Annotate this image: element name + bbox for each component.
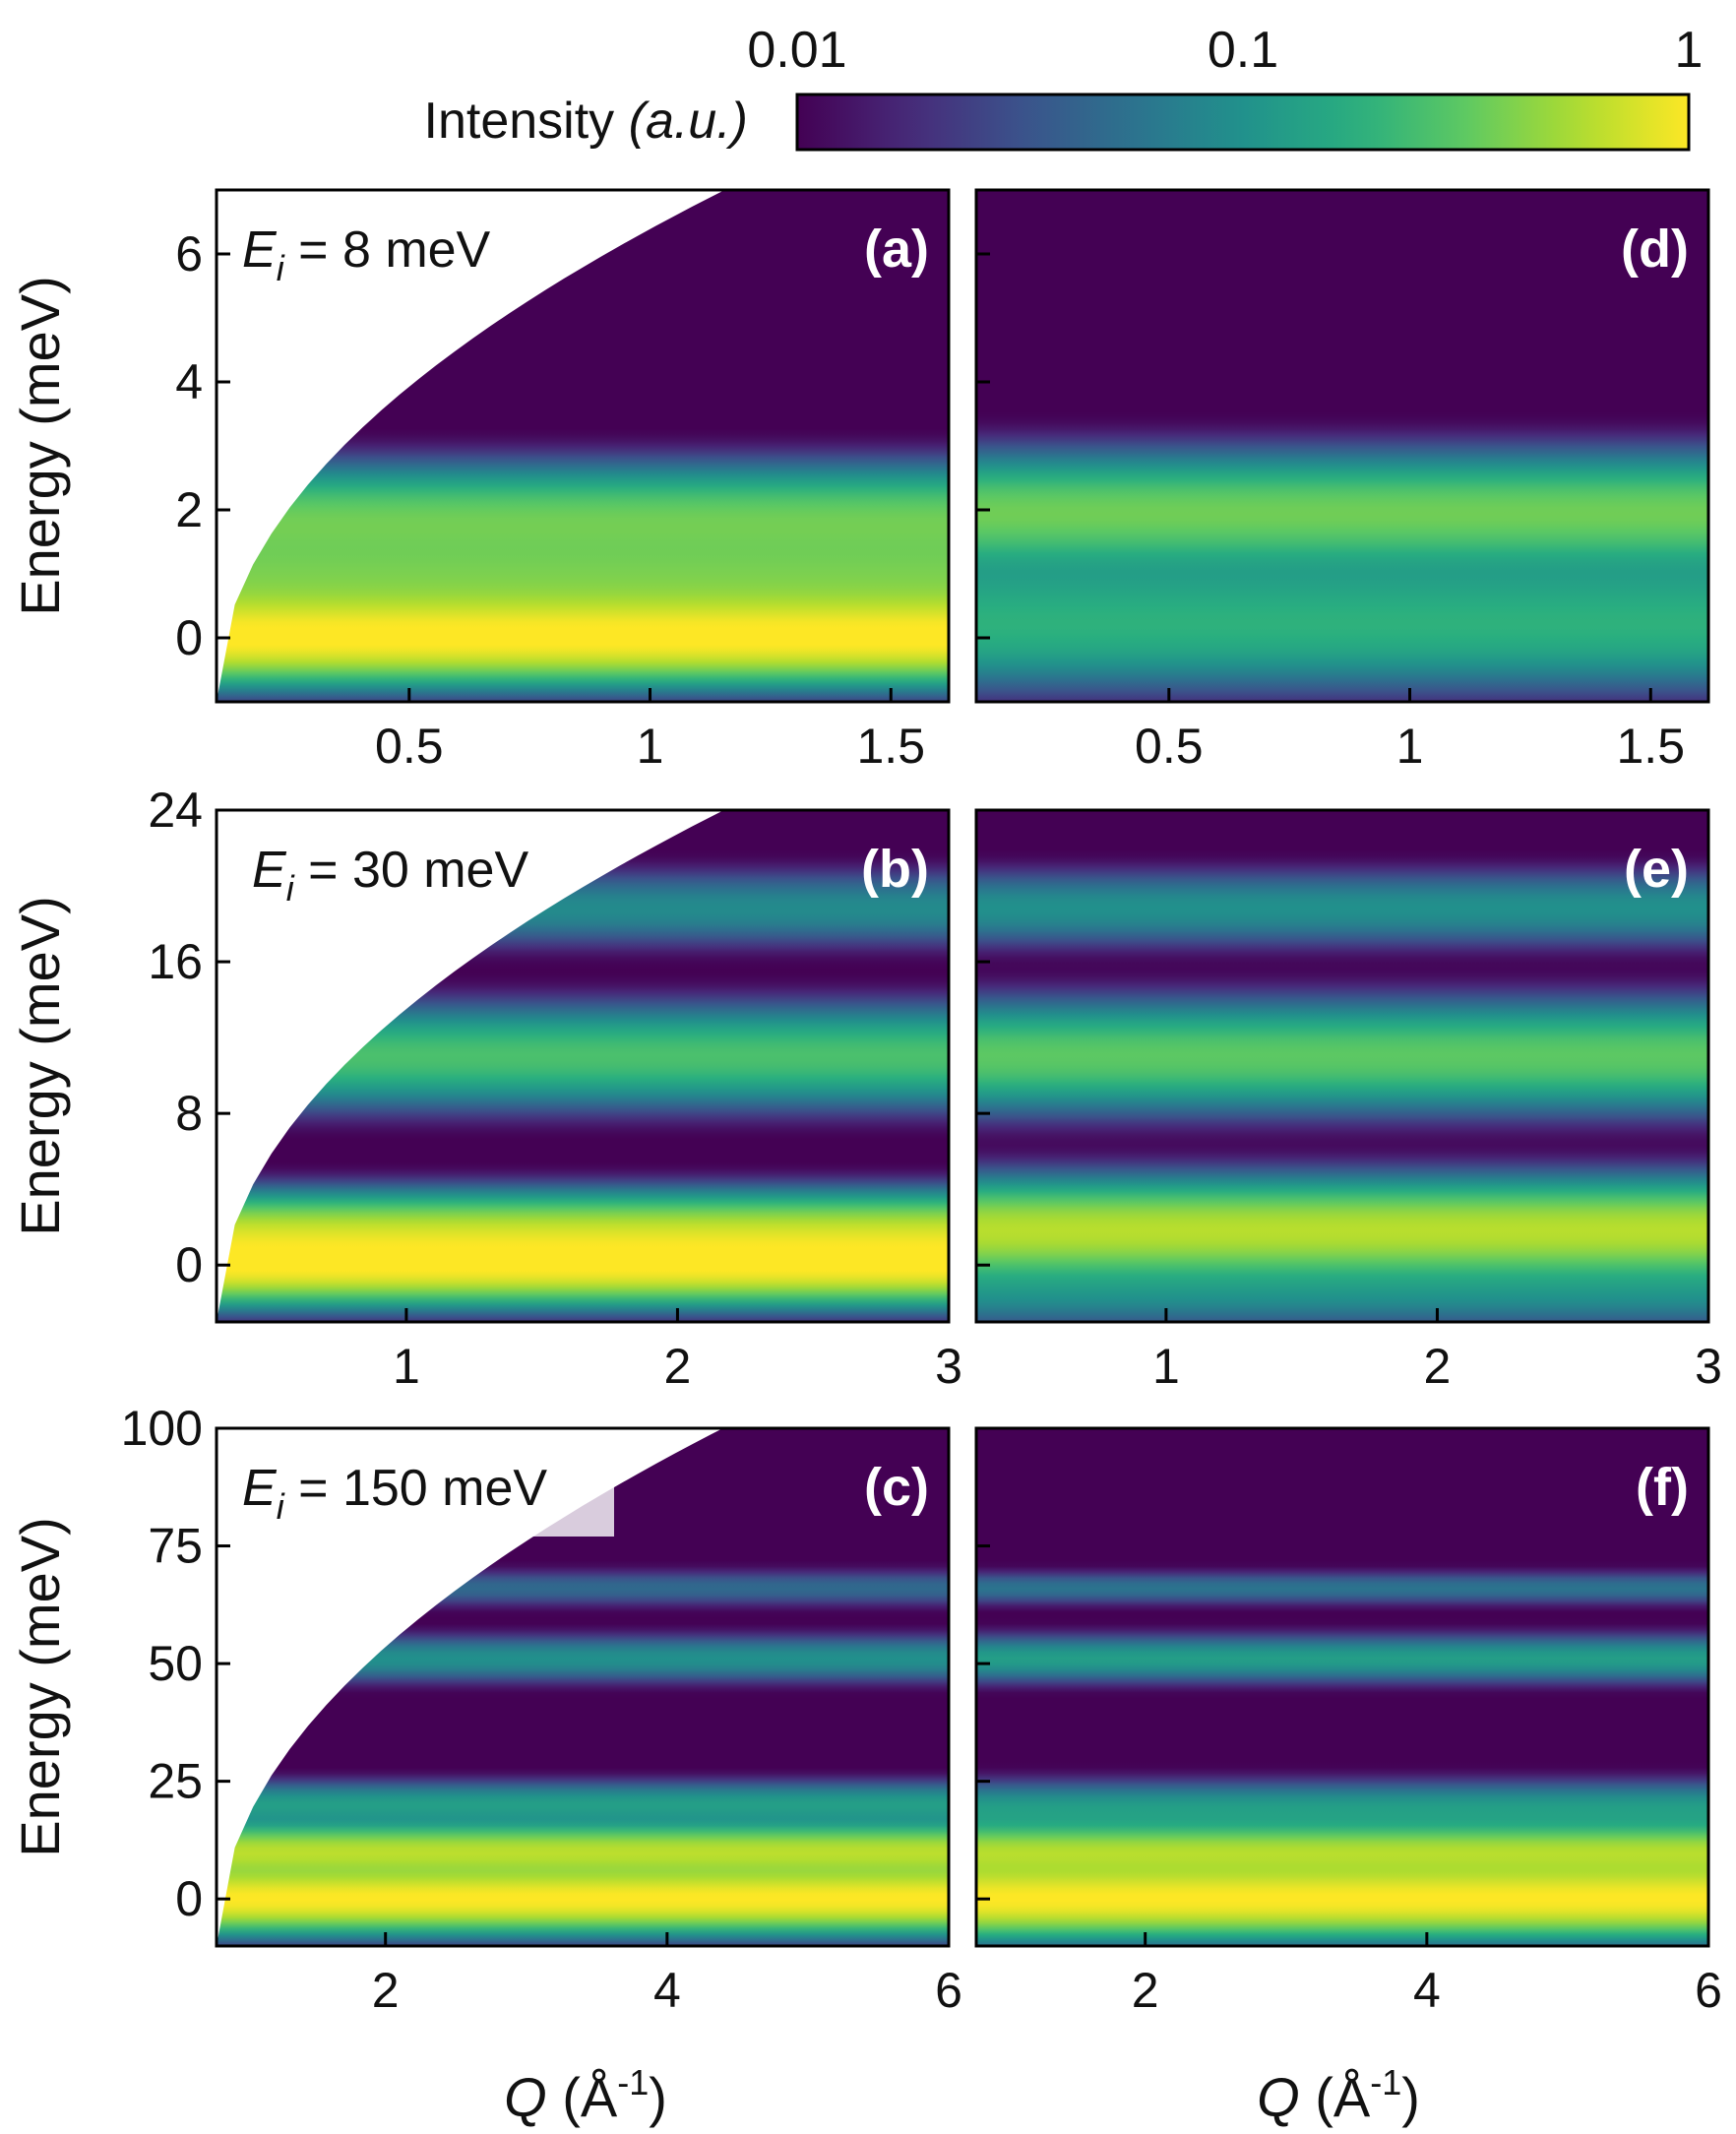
- panel-letter: (e): [1624, 840, 1689, 899]
- y-tick-label: 8: [175, 1086, 203, 1141]
- colorbar-label: Intensity (a.u.): [424, 93, 748, 150]
- x-tick-label: 3: [935, 1339, 962, 1394]
- colorbar-tick-label: 0.1: [1208, 22, 1278, 79]
- heatmap-panel: 2 4 6 0 25 50 75 100 Energy (meV) (c) Ei = 150 meV: [9, 1401, 962, 2018]
- heatmap-panel: 1 2 3 (e): [974, 808, 1722, 1394]
- y-axis-title: Energy (meV): [9, 1517, 71, 1856]
- x-tick-label: 1.5: [1617, 719, 1686, 774]
- colorbar-tick-label: 0.01: [747, 22, 846, 79]
- x-tick-label: 0.5: [1135, 719, 1204, 774]
- incident-energy-label: Ei = 8 meV: [242, 221, 491, 288]
- y-tick-label: 24: [148, 783, 203, 838]
- y-tick-label: 0: [175, 1871, 203, 1926]
- incident-energy-label: Ei = 150 meV: [242, 1460, 547, 1527]
- heatmap-fill: [976, 810, 1708, 1322]
- x-tick-label: 2: [664, 1339, 692, 1394]
- kinematic-limit-mask: [217, 1428, 949, 1946]
- panel-frame: [974, 188, 1710, 704]
- y-tick-label: 75: [148, 1519, 203, 1574]
- colorbar-ticks: 0.01 0.1 1: [747, 22, 1703, 79]
- heatmap-image: [976, 190, 1708, 702]
- x-tick-label: 1: [637, 719, 664, 774]
- colorbar-tick-label: 1: [1675, 22, 1704, 79]
- x-tick-label: 0.5: [375, 719, 444, 774]
- panel-letter: (f): [1636, 1458, 1689, 1517]
- kinematic-limit-mask: [217, 810, 949, 1322]
- panel-frame: [974, 1426, 1710, 1948]
- y-tick-label: 0: [175, 1237, 203, 1292]
- x-tick-label: 1: [393, 1339, 420, 1394]
- heatmap-panel: 1 2 3 0 8 16 24 Energy (meV) (b) Ei = 30 meV: [9, 783, 962, 1394]
- heatmap-panel: 2 4 6 (f): [974, 1426, 1722, 2018]
- panel-frame: [215, 188, 951, 704]
- heatmap-fill: [976, 1428, 1708, 1946]
- kinematic-limit-mask: [217, 190, 949, 702]
- panel-letter: (c): [864, 1458, 929, 1517]
- x-tick-label: 6: [1695, 1963, 1722, 2018]
- x-tick-label: 4: [653, 1963, 681, 2018]
- panel-letter: (d): [1621, 220, 1689, 279]
- x-tick-label: 1: [1396, 719, 1424, 774]
- heatmap-image: [217, 190, 949, 702]
- x-tick-label: 1.5: [857, 719, 926, 774]
- y-tick-label: 25: [148, 1754, 203, 1809]
- heatmap-image: [976, 1428, 1708, 1946]
- heatmap-panel: 0.5 1 1.5 (d): [974, 188, 1710, 774]
- x-tick-label: 6: [935, 1963, 962, 2018]
- x-tick-label: 3: [1695, 1339, 1722, 1394]
- colorbar: Intensity (a.u.) 0.01 0.1 1: [424, 22, 1703, 152]
- x-tick-label: 2: [1424, 1339, 1452, 1394]
- y-tick-label: 0: [175, 610, 203, 665]
- colorbar-gradient: [795, 93, 1691, 152]
- y-tick-label: 16: [148, 934, 203, 989]
- x-axis-title-left: Q (Å-1): [504, 2062, 667, 2128]
- x-tick-label: 1: [1152, 1339, 1180, 1394]
- panel-frame: [215, 808, 951, 1324]
- heatmap-fill: [976, 190, 1708, 702]
- panel-frame: [974, 808, 1710, 1324]
- panel-letter: (b): [861, 840, 929, 899]
- heatmap-panel: 0.5 1 1.5 0 2 4 6 Energy (meV) (a) Ei = 8 meV: [9, 188, 951, 774]
- annotation-box: [228, 1438, 614, 1537]
- x-tick-label: 2: [1132, 1963, 1159, 2018]
- y-tick-label: 6: [175, 226, 203, 282]
- x-tick-label: 4: [1413, 1963, 1441, 2018]
- y-axis-title: Energy (meV): [9, 276, 71, 615]
- heatmap-image: [217, 810, 949, 1322]
- y-tick-label: 100: [121, 1401, 203, 1456]
- incident-energy-label: Ei = 30 meV: [252, 842, 528, 909]
- heatmap-image: [976, 810, 1708, 1322]
- y-tick-label: 50: [148, 1636, 203, 1691]
- y-tick-label: 2: [175, 482, 203, 537]
- panel-frame: [215, 1426, 951, 1948]
- y-axis-title: Energy (meV): [9, 896, 71, 1235]
- x-axis-title-right: Q (Å-1): [1257, 2062, 1420, 2128]
- y-tick-label: 4: [175, 354, 203, 409]
- x-tick-label: 2: [372, 1963, 400, 2018]
- panel-letter: (a): [864, 220, 929, 279]
